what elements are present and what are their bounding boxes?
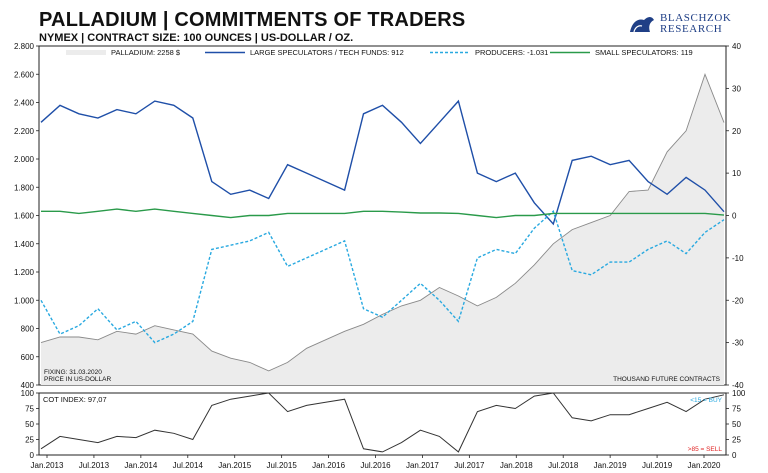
y-left-tick-label: 1.000 bbox=[14, 296, 35, 305]
series-line-2 bbox=[40, 210, 725, 344]
cot-index-legend: COT INDEX: 97,07 bbox=[43, 395, 107, 404]
fixing-note: FIXING: 31.03.2020 bbox=[44, 369, 102, 376]
y-right-tick-label: -10 bbox=[732, 254, 744, 263]
brand-logo: BLASCHZOK RESEARCH bbox=[628, 12, 763, 38]
price-line bbox=[40, 72, 725, 372]
y-left-tick-label: 2.400 bbox=[14, 99, 35, 108]
cot-index-line bbox=[40, 392, 725, 453]
cot-plot-frame bbox=[38, 392, 727, 456]
x-tick-label: Jan.2016 bbox=[312, 461, 345, 470]
y-left-tick-label: 1.400 bbox=[14, 240, 35, 249]
legend-label: SMALL SPECULATORS: 119 bbox=[595, 48, 693, 57]
y-left-tick-label: 600 bbox=[21, 353, 35, 362]
bull-bear-icon bbox=[630, 17, 654, 33]
legend-label: PALLADIUM: 2258 $ bbox=[111, 48, 181, 57]
legend-label: PRODUCERS: -1.031 bbox=[475, 48, 548, 57]
x-tick-label: Jul.2013 bbox=[79, 461, 110, 470]
y-left-tick-label: 1.600 bbox=[14, 212, 35, 221]
x-tick-label: Jul.2015 bbox=[267, 461, 298, 470]
y-right-tick-label: -30 bbox=[732, 339, 744, 348]
x-tick-label: Jan.2013 bbox=[31, 461, 64, 470]
x-tick-label: Jan.2017 bbox=[406, 461, 439, 470]
x-tick-label: Jan.2015 bbox=[218, 461, 251, 470]
cot-buy-label: <15 = BUY bbox=[690, 397, 722, 404]
x-tick-label: Jul.2019 bbox=[642, 461, 673, 470]
cot-y-right-tick-label: 0 bbox=[732, 451, 737, 460]
cot-y-left-tick-label: 100 bbox=[21, 389, 35, 398]
y-left-tick-label: 2.200 bbox=[14, 127, 35, 136]
page-title: PALLADIUM | COMMITMENTS OF TRADERS bbox=[39, 9, 466, 31]
y-right-tick-label: -20 bbox=[732, 296, 744, 305]
y-left-tick-label: 2.600 bbox=[14, 70, 35, 79]
y-left-tick-label: 800 bbox=[21, 325, 35, 334]
cot-y-right-tick-label: 100 bbox=[732, 389, 746, 398]
cot-y-left-tick-label: 25 bbox=[25, 436, 34, 445]
x-tick-label: Jul.2014 bbox=[173, 461, 204, 470]
series-line-3 bbox=[41, 208, 725, 219]
contracts-unit-note: THOUSAND FUTURE CONTRACTS bbox=[613, 376, 721, 383]
page-subtitle: NYMEX | CONTRACT SIZE: 100 OUNCES | US-D… bbox=[39, 32, 354, 44]
brand-name: BLASCHZOK RESEARCH bbox=[660, 13, 731, 35]
y-left-tick-label: 400 bbox=[21, 381, 35, 390]
cot-y-right-tick-label: 50 bbox=[732, 420, 741, 429]
cot-sell-label: >85 = SELL bbox=[688, 446, 723, 453]
brand-line2: RESEARCH bbox=[660, 23, 723, 35]
price-area bbox=[41, 74, 724, 386]
brand-line1: BLASCHZOK bbox=[660, 12, 732, 24]
cot-y-right-tick-label: 25 bbox=[732, 436, 741, 445]
y-left-tick-label: 1.800 bbox=[14, 183, 35, 192]
cot-y-right-tick-label: 75 bbox=[732, 405, 741, 414]
y-right-tick-label: 30 bbox=[732, 84, 741, 93]
cot-y-left-tick-label: 75 bbox=[25, 405, 34, 414]
x-tick-label: Jul.2016 bbox=[360, 461, 391, 470]
cot-y-left-tick-label: 0 bbox=[30, 451, 35, 460]
x-tick-label: Jan.2018 bbox=[500, 461, 533, 470]
x-tick-label: Jan.2014 bbox=[124, 461, 157, 470]
x-tick-label: Jul.2017 bbox=[454, 461, 485, 470]
price-unit-note: PRICE IN US-DOLLAR bbox=[44, 376, 111, 383]
y-left-tick-label: 2.000 bbox=[14, 155, 35, 164]
x-tick-label: Jul.2018 bbox=[548, 461, 579, 470]
x-tick-label: Jan.2020 bbox=[688, 461, 721, 470]
y-right-tick-label: -40 bbox=[732, 381, 744, 390]
y-left-tick-label: 1.200 bbox=[14, 268, 35, 277]
y-right-tick-label: 0 bbox=[732, 212, 737, 221]
y-right-tick-label: 20 bbox=[732, 127, 741, 136]
x-tick-label: Jan.2019 bbox=[594, 461, 627, 470]
y-right-tick-label: 40 bbox=[732, 42, 741, 51]
series-line-1 bbox=[40, 99, 725, 226]
legend-label: LARGE SPECULATORS / TECH FUNDS: 912 bbox=[250, 48, 404, 57]
legend-swatch-price bbox=[66, 50, 106, 55]
cot-y-left-tick-label: 50 bbox=[25, 420, 34, 429]
y-left-tick-label: 2.800 bbox=[14, 42, 35, 51]
y-right-tick-label: 10 bbox=[732, 169, 741, 178]
